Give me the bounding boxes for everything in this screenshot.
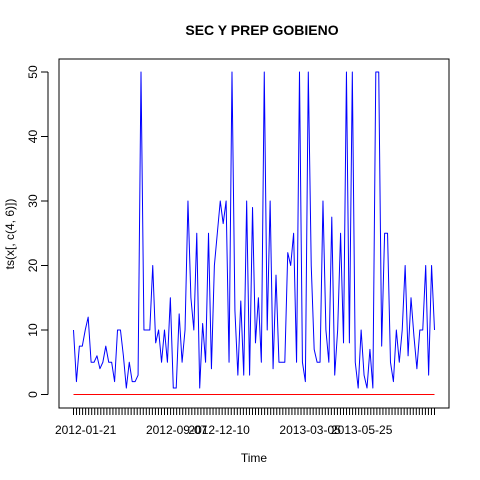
y-tick-label: 20 <box>26 259 40 273</box>
y-tick-label: 50 <box>26 65 40 79</box>
series-layer <box>73 71 435 395</box>
y-tick-label: 40 <box>26 130 40 144</box>
x-tick-label: 2013-05-25 <box>331 423 393 437</box>
y-axis-label: ts(x[, c(4, 6)]) <box>3 199 17 270</box>
y-axis: 0 10 20 30 40 50 <box>26 65 49 398</box>
x-tick-label: 2012-12-10 <box>188 423 250 437</box>
series-line-blue <box>73 71 435 389</box>
x-tick-label: 2012-09-07 <box>146 423 208 437</box>
x-tick-label: 2012-01-21 <box>55 423 117 437</box>
y-tick-label: 10 <box>26 323 40 337</box>
y-tick-label: 0 <box>26 391 40 398</box>
chart-title: SEC Y PREP GOBIENO <box>185 22 338 38</box>
x-tick-label: 2013-03-05 <box>279 423 341 437</box>
y-tick-label: 30 <box>26 194 40 208</box>
x-axis-label: Time <box>241 451 268 465</box>
